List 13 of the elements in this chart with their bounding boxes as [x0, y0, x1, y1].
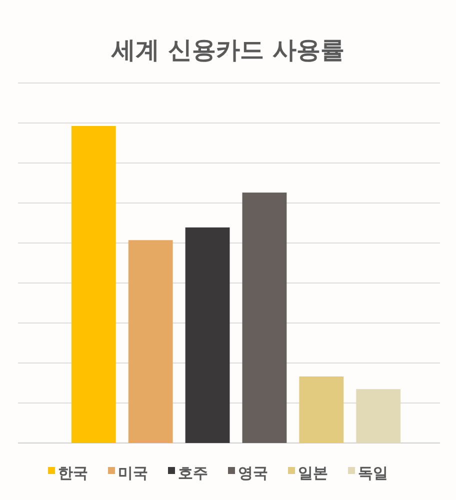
legend-label: 영국: [238, 464, 268, 482]
bar: [185, 227, 230, 443]
bar: [71, 126, 116, 443]
bar: [128, 240, 173, 443]
legend-label: 한국: [58, 464, 88, 482]
bar: [242, 192, 287, 443]
chart-title: 세계 신용카드 사용률: [110, 36, 344, 64]
legend-label: 독일: [358, 464, 388, 482]
legend-label: 미국: [118, 464, 148, 482]
legend-label: 일본: [298, 464, 328, 482]
legend-label: 호주: [178, 464, 208, 482]
bar: [356, 389, 401, 443]
bar: [299, 376, 344, 443]
